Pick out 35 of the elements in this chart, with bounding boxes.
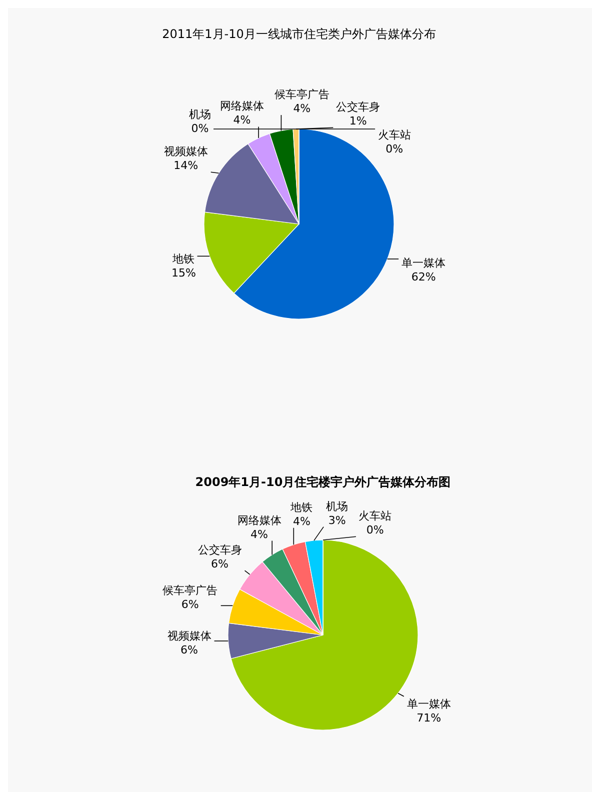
text: 0% — [191, 122, 209, 136]
data-label: 4% — [293, 102, 311, 116]
slice-label: 地铁 — [172, 252, 195, 266]
data-label: 6% — [181, 598, 199, 611]
pie-slice — [230, 540, 418, 730]
data-label: 4% — [293, 514, 310, 528]
slice-label: 公交车身 — [198, 544, 242, 557]
data-label: 6% — [180, 644, 198, 657]
data-label: 4% — [250, 528, 268, 541]
slice-label: 地铁 — [290, 500, 313, 514]
category-label: 火车站 — [358, 510, 392, 523]
text: 0% — [386, 142, 404, 156]
slice-label: 网络媒体 — [237, 514, 282, 527]
category-label: 机场 — [189, 108, 212, 122]
slice-label: 视频媒体 — [167, 630, 212, 643]
slice-label: 公交车身 — [336, 100, 380, 114]
slice-label: 候车亭广告 — [162, 584, 218, 597]
slice-label: 候车亭广告 — [274, 88, 330, 102]
data-label: 1% — [349, 114, 367, 128]
chart-title: 2009年1月-10月住宅楼宇户外广告媒体分布图 — [195, 475, 451, 489]
data-label: 4% — [233, 114, 251, 127]
data-label: 14% — [174, 159, 198, 172]
category-label: 火车站 — [378, 128, 411, 142]
data-label: 6% — [211, 558, 228, 571]
data-label: 62% — [411, 270, 436, 284]
slice-label: 机场 — [326, 500, 348, 513]
chart-title: 2011年1月-10月一线城市住宅类户外广告媒体分布 — [162, 27, 436, 41]
slice-label: 单一媒体 — [402, 256, 446, 270]
slice-label: 网络媒体 — [220, 100, 264, 113]
slice-label: 单一媒体 — [406, 697, 451, 710]
data-label: 71% — [416, 711, 442, 724]
text: 0% — [366, 524, 384, 537]
slice-label: 视频媒体 — [164, 145, 208, 158]
data-label: 3% — [328, 514, 346, 527]
data-label: 15% — [172, 266, 196, 280]
